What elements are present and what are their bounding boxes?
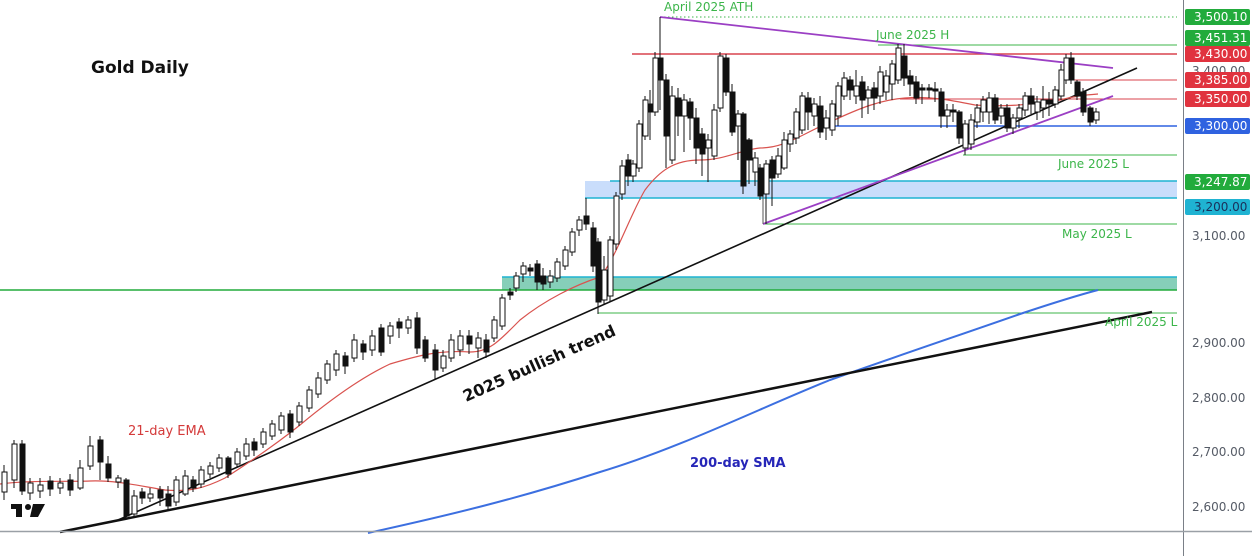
- y-tick-2700: 2,700.00: [1192, 445, 1245, 459]
- annotation-june-low: June 2025 L: [1057, 157, 1129, 171]
- annotation-april-low: April 2025 L: [1105, 315, 1178, 329]
- annotation-june-high: June 2025 H: [875, 28, 949, 42]
- y-axis[interactable]: 3,400.00 3,100.00 2,900.00 2,800.00 2,70…: [1192, 64, 1245, 514]
- chart-title: Gold Daily: [91, 58, 189, 78]
- y-tick-2800: 2,800.00: [1192, 391, 1245, 405]
- long-term-trendline: [59, 310, 1153, 534]
- price-tag-3385: 3,385.00: [1194, 73, 1247, 87]
- zone-3167-3200: [585, 181, 1177, 198]
- price-tags: 3,500.10 3,451.31 3,430.00 3,385.00 3,35…: [1185, 9, 1250, 215]
- triangle-upper-line: [659, 16, 1114, 69]
- price-tag-3200: 3,200.00: [1194, 200, 1247, 214]
- zone-3000-3022: [502, 277, 1177, 290]
- y-tick-2900: 2,900.00: [1192, 336, 1245, 350]
- price-tag-3247: 3,247.87: [1194, 175, 1247, 189]
- price-tag-3430: 3,430.00: [1194, 47, 1247, 61]
- candles: [1, 17, 1100, 518]
- ema-21-line: [0, 93, 1099, 492]
- price-tag-3300: 3,300.00: [1194, 119, 1247, 133]
- bullish-trendline-2025: [117, 67, 1138, 521]
- triangle-lower-line: [762, 95, 1114, 225]
- y-tick-3100: 3,100.00: [1192, 229, 1245, 243]
- y-tick-2600: 2,600.00: [1192, 500, 1245, 514]
- annotation-sma-label: 200-day SMA: [690, 456, 786, 471]
- annotation-april-ath: April 2025 ATH: [664, 0, 753, 14]
- annotation-ema-label: 21-day EMA: [128, 424, 206, 439]
- annotation-may-low: May 2025 L: [1062, 227, 1132, 241]
- price-tag-3500: 3,500.10: [1194, 10, 1247, 24]
- price-tag-3350: 3,350.00: [1194, 92, 1247, 106]
- tradingview-logo-icon[interactable]: [11, 504, 45, 517]
- price-tag-3451: 3,451.31: [1194, 31, 1247, 45]
- sma-200-line: [367, 289, 1099, 534]
